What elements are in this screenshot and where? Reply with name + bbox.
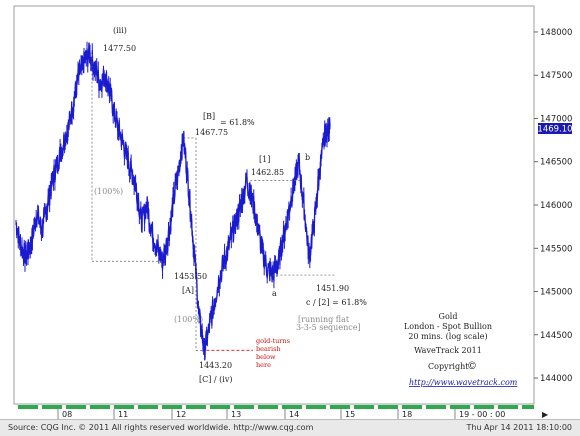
label-wave-iii: (iii)	[113, 26, 127, 35]
session-gap	[110, 405, 114, 409]
y-tick-label: 145000	[540, 288, 572, 298]
y-tick-label: 147500	[540, 71, 572, 81]
session-gap	[374, 405, 378, 409]
wavetrack-link[interactable]: http://www.wavetrack.com	[409, 378, 518, 387]
red-note-line-3: below	[256, 353, 276, 361]
timestamp-text: Thu Apr 14 2011 18:10:00	[466, 423, 572, 432]
x-tick-label: 18	[402, 410, 412, 419]
y-tick-label: 148000	[540, 28, 572, 38]
y-tick-label: 145500	[540, 244, 572, 254]
session-gap	[470, 405, 474, 409]
label-pct-100-top: (100%)	[94, 187, 123, 196]
label-price-1467: 1467.75	[195, 128, 228, 137]
y-tick-label: 146500	[540, 158, 572, 168]
label-wave-1: [1]	[259, 155, 270, 164]
red-note-line-2: bearish	[256, 345, 281, 353]
session-gap	[302, 405, 306, 409]
x-tick-label: 08	[62, 410, 72, 419]
last-price-text: 1469.10	[537, 125, 572, 135]
session-gap	[278, 405, 282, 409]
session-gap	[398, 405, 402, 409]
label-price-1443: 1443.20	[199, 361, 232, 370]
session-gap	[230, 405, 234, 409]
label-fib-B: = 61.8%	[220, 118, 255, 127]
price-series	[15, 41, 331, 361]
y-tick-label: 146000	[540, 201, 572, 211]
wave-guides	[89, 53, 336, 351]
label-pct-100-bot: (100%)	[174, 315, 203, 324]
label-wave-a: a	[272, 289, 277, 298]
session-gap	[14, 405, 18, 409]
label-wave-A: [A]	[182, 286, 194, 295]
session-gap	[422, 405, 426, 409]
session-gap	[38, 405, 42, 409]
red-note-line-4: here	[256, 361, 271, 369]
session-gap	[350, 405, 354, 409]
session-gap	[446, 405, 450, 409]
x-tick-label: 11	[118, 410, 128, 419]
session-gap	[494, 405, 498, 409]
session-gap	[206, 405, 210, 409]
publisher-label: WaveTrack 2011	[414, 346, 482, 355]
label-wave-B: [B]	[203, 112, 215, 121]
copyright-label: Copyright	[428, 362, 469, 371]
session-gap	[326, 405, 330, 409]
x-tick-label: 13	[231, 410, 241, 419]
label-price-1462: 1462.85	[251, 168, 284, 177]
copyright-symbol: ©	[467, 361, 477, 372]
session-gap	[134, 405, 138, 409]
x-tick-label: 14	[289, 410, 299, 419]
x-tick-label: 15	[345, 410, 355, 419]
session-gap	[86, 405, 90, 409]
x-axis: 08 11 12 13 14 15 18 19 - 00 : 00 ▶	[14, 405, 549, 419]
y-tick-label: 147000	[540, 114, 572, 124]
label-running-flat: [running flat	[298, 315, 350, 324]
y-tick-label: 144000	[540, 374, 572, 384]
session-gap	[518, 405, 522, 409]
label-wave-b: b	[305, 153, 310, 162]
label-price-1451: 1451.90	[316, 284, 349, 293]
instrument-subtitle: London - Spot Bullion	[404, 322, 492, 331]
label-fib-c2: c / [2] = 61.8%	[306, 298, 367, 307]
label-wave-C-iv: [C] / (iv)	[199, 375, 232, 384]
label-price-1453: 1453.50	[174, 272, 207, 281]
last-price-tag	[538, 123, 572, 134]
x-tick-label: 12	[176, 410, 186, 419]
y-tick-label: 144500	[540, 331, 572, 341]
session-gap	[254, 405, 258, 409]
instrument-title: Gold	[439, 312, 458, 321]
session-gap	[158, 405, 162, 409]
session-strip	[14, 405, 534, 409]
source-footer: Source: CQG Inc. © 2011 All rights reser…	[0, 419, 580, 436]
label-sequence: 3-3-5 sequence]	[296, 323, 361, 332]
session-gap	[182, 405, 186, 409]
session-gap	[62, 405, 66, 409]
source-text: Source: CQG Inc. © 2011 All rights reser…	[8, 423, 314, 432]
x-tick-label: 19 - 00 : 00	[459, 410, 505, 419]
label-price-1477: 1477.50	[103, 44, 136, 53]
y-axis: 148000 147500 147000 146500 146000 145500 1450…	[534, 28, 572, 384]
interval-label: 20 mins. (log scale)	[408, 332, 487, 341]
red-note-line-1: gold-turns	[256, 337, 290, 345]
scroll-arrow: ▶	[542, 410, 549, 419]
